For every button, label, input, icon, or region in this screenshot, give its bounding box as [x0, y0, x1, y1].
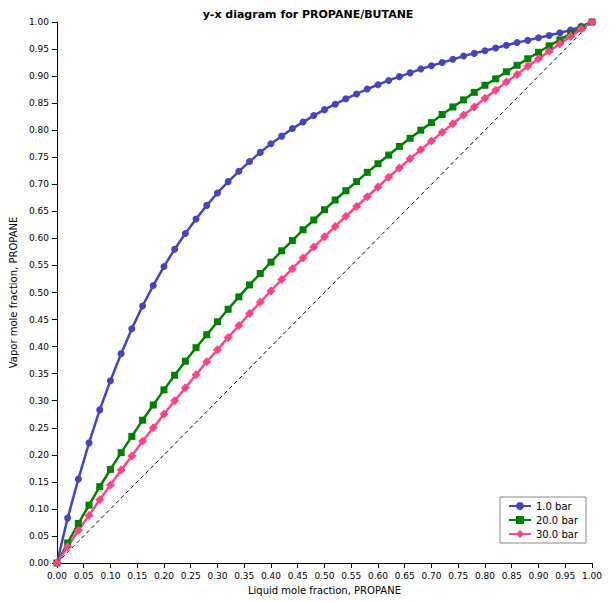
- svg-text:0.25: 0.25: [181, 571, 201, 581]
- svg-text:0.10: 0.10: [29, 504, 49, 514]
- svg-text:Liquid mole fraction, PROPANE: Liquid mole fraction, PROPANE: [248, 585, 401, 596]
- svg-text:0.15: 0.15: [127, 571, 147, 581]
- svg-text:1.00: 1.00: [582, 571, 602, 581]
- svg-text:0.00: 0.00: [47, 571, 67, 581]
- svg-text:0.75: 0.75: [448, 571, 468, 581]
- svg-text:0.25: 0.25: [29, 423, 49, 433]
- svg-text:0.80: 0.80: [475, 571, 495, 581]
- svg-text:0.40: 0.40: [29, 342, 49, 352]
- svg-text:0.40: 0.40: [261, 571, 281, 581]
- svg-text:0.85: 0.85: [29, 98, 49, 108]
- svg-text:0.95: 0.95: [555, 571, 575, 581]
- svg-text:0.65: 0.65: [395, 571, 415, 581]
- svg-text:0.75: 0.75: [29, 152, 49, 162]
- svg-text:0.70: 0.70: [421, 571, 441, 581]
- svg-text:0.55: 0.55: [29, 260, 49, 270]
- svg-text:0.50: 0.50: [29, 288, 49, 298]
- svg-text:0.65: 0.65: [29, 206, 49, 216]
- svg-text:Vapor mole fraction, PROPANE: Vapor mole fraction, PROPANE: [8, 217, 19, 369]
- svg-text:0.95: 0.95: [29, 44, 49, 54]
- svg-text:30.0 bar: 30.0 bar: [536, 529, 579, 540]
- svg-text:0.60: 0.60: [368, 571, 388, 581]
- svg-text:0.00: 0.00: [29, 558, 49, 568]
- svg-text:0.70: 0.70: [29, 179, 49, 189]
- svg-text:0.45: 0.45: [29, 315, 49, 325]
- svg-text:0.50: 0.50: [314, 571, 334, 581]
- svg-text:20.0 bar: 20.0 bar: [536, 515, 579, 526]
- svg-text:0.35: 0.35: [234, 571, 254, 581]
- svg-text:1.00: 1.00: [29, 17, 49, 27]
- svg-text:0.20: 0.20: [154, 571, 174, 581]
- svg-text:0.90: 0.90: [29, 71, 49, 81]
- svg-text:y-x diagram for PROPANE/BUTANE: y-x diagram for PROPANE/BUTANE: [203, 8, 414, 21]
- svg-text:0.30: 0.30: [29, 396, 49, 406]
- svg-text:0.45: 0.45: [288, 571, 308, 581]
- svg-text:0.05: 0.05: [74, 571, 94, 581]
- svg-text:0.55: 0.55: [341, 571, 361, 581]
- svg-text:0.15: 0.15: [29, 477, 49, 487]
- svg-text:0.80: 0.80: [29, 125, 49, 135]
- svg-text:0.10: 0.10: [100, 571, 120, 581]
- svg-text:0.85: 0.85: [502, 571, 522, 581]
- svg-text:1.0 bar: 1.0 bar: [536, 501, 573, 512]
- svg-text:0.60: 0.60: [29, 233, 49, 243]
- svg-text:0.30: 0.30: [207, 571, 227, 581]
- svg-text:0.90: 0.90: [528, 571, 548, 581]
- svg-text:0.05: 0.05: [29, 531, 49, 541]
- svg-text:0.20: 0.20: [29, 450, 49, 460]
- svg-text:0.35: 0.35: [29, 369, 49, 379]
